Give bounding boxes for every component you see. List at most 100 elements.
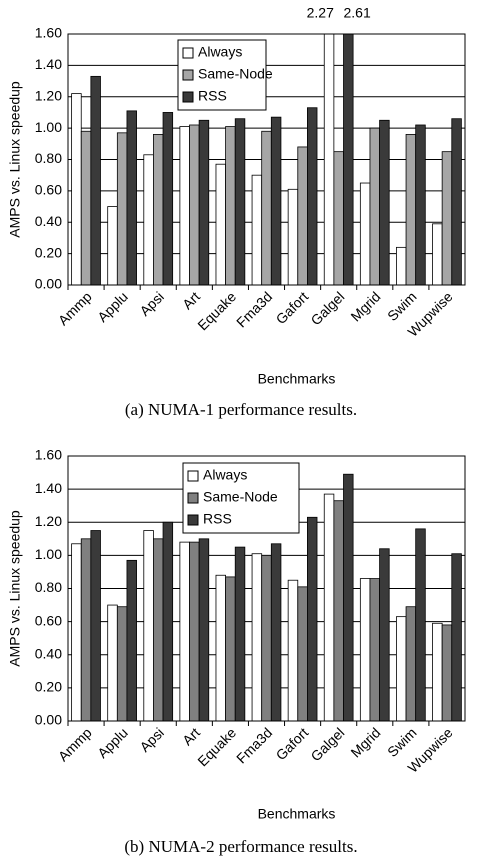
legend-swatch bbox=[182, 91, 194, 103]
bar bbox=[270, 543, 282, 722]
legend-swatch bbox=[182, 69, 194, 81]
x-tick-label: Galgel bbox=[307, 288, 347, 328]
overflow-label: 2.27 bbox=[307, 5, 334, 21]
bar bbox=[225, 126, 236, 286]
bar bbox=[71, 543, 82, 722]
bar bbox=[153, 538, 164, 722]
bar bbox=[179, 541, 190, 722]
bar bbox=[323, 493, 335, 722]
y-tick-label: 0.40 bbox=[35, 645, 62, 661]
y-axis-label: AMPS vs. Linux speedup bbox=[7, 81, 23, 238]
x-tick-label: Mgrid bbox=[347, 288, 383, 324]
x-axis-label: Benchmarks bbox=[258, 806, 336, 822]
y-axis-label: AMPS vs. Linux speedup bbox=[7, 510, 23, 667]
bar bbox=[297, 146, 308, 286]
legend-label: Always bbox=[203, 467, 247, 483]
bar bbox=[343, 33, 354, 286]
bar bbox=[251, 174, 263, 286]
bar bbox=[415, 528, 426, 722]
bar bbox=[80, 538, 92, 722]
legend-label: Same-Node bbox=[198, 66, 273, 82]
y-tick-label: 1.40 bbox=[35, 56, 62, 72]
x-tick-label: Equake bbox=[194, 724, 239, 769]
x-tick-label: Fma3d bbox=[233, 288, 275, 330]
bar bbox=[369, 127, 380, 286]
bar bbox=[343, 473, 354, 722]
y-tick-label: 0.60 bbox=[35, 612, 62, 628]
bar bbox=[359, 578, 371, 722]
x-tick-label: Apsi bbox=[136, 288, 167, 319]
bar bbox=[451, 118, 462, 286]
bar bbox=[415, 124, 426, 286]
bar bbox=[369, 578, 380, 722]
bar bbox=[215, 574, 226, 722]
y-tick-label: 0.40 bbox=[35, 213, 62, 229]
bar bbox=[107, 604, 118, 722]
bar bbox=[126, 559, 137, 722]
bar bbox=[396, 616, 407, 722]
bar bbox=[270, 116, 282, 286]
bar bbox=[261, 130, 272, 286]
y-tick-label: 1.00 bbox=[35, 546, 62, 562]
bar bbox=[333, 151, 344, 286]
bar bbox=[441, 151, 453, 286]
bar bbox=[432, 622, 443, 722]
bar bbox=[198, 119, 210, 286]
bar bbox=[80, 130, 92, 286]
legend-swatch bbox=[187, 470, 199, 482]
bar bbox=[215, 163, 226, 286]
bar bbox=[405, 133, 417, 286]
x-tick-label: Fma3d bbox=[233, 724, 275, 766]
y-tick-label: 0.00 bbox=[35, 276, 62, 292]
x-tick-label: Mgrid bbox=[347, 724, 383, 760]
bar bbox=[251, 553, 263, 722]
bar bbox=[143, 530, 154, 722]
x-tick-label: Gafort bbox=[273, 724, 312, 763]
bar bbox=[126, 110, 137, 286]
x-tick-label: Art bbox=[179, 288, 203, 312]
bar bbox=[90, 75, 101, 286]
x-tick-label: Ammp bbox=[55, 288, 95, 328]
y-tick-label: 0.00 bbox=[35, 712, 62, 728]
y-tick-label: 0.20 bbox=[35, 244, 62, 260]
legend-swatch bbox=[182, 47, 194, 59]
legend-swatch bbox=[187, 492, 199, 504]
y-tick-label: 0.80 bbox=[35, 150, 62, 166]
y-tick-label: 1.60 bbox=[35, 25, 62, 41]
bar bbox=[189, 541, 200, 722]
y-tick-label: 1.20 bbox=[35, 513, 62, 529]
bar bbox=[234, 546, 246, 722]
y-tick-label: 1.60 bbox=[35, 447, 62, 463]
plot-frame bbox=[67, 33, 466, 286]
bar bbox=[451, 553, 462, 722]
bar bbox=[225, 576, 236, 722]
bar bbox=[143, 154, 154, 286]
x-tick-label: Art bbox=[179, 724, 203, 748]
bar bbox=[441, 624, 453, 722]
y-tick-label: 1.40 bbox=[35, 480, 62, 496]
bar bbox=[323, 33, 335, 286]
bar bbox=[432, 223, 443, 286]
bar bbox=[107, 206, 118, 286]
bar bbox=[405, 606, 417, 722]
x-tick-label: Gafort bbox=[273, 288, 312, 327]
x-tick-label: Ammp bbox=[55, 724, 95, 764]
bar bbox=[396, 246, 407, 286]
x-tick-label: Equake bbox=[194, 288, 239, 333]
bar bbox=[261, 554, 272, 722]
bar bbox=[90, 530, 101, 722]
bar bbox=[198, 538, 210, 722]
bar bbox=[162, 112, 174, 286]
y-tick-label: 0.80 bbox=[35, 579, 62, 595]
bar bbox=[287, 579, 299, 722]
overflow-label: 2.61 bbox=[343, 5, 370, 21]
bar bbox=[333, 500, 344, 722]
x-tick-label: Galgel bbox=[307, 724, 347, 764]
caption: (b) NUMA-2 performance results. bbox=[124, 837, 357, 856]
bar bbox=[359, 182, 371, 286]
bar bbox=[287, 188, 299, 286]
x-tick-label: Applu bbox=[94, 724, 131, 761]
caption: (a) NUMA-1 performance results. bbox=[125, 400, 357, 419]
bar bbox=[234, 118, 246, 286]
